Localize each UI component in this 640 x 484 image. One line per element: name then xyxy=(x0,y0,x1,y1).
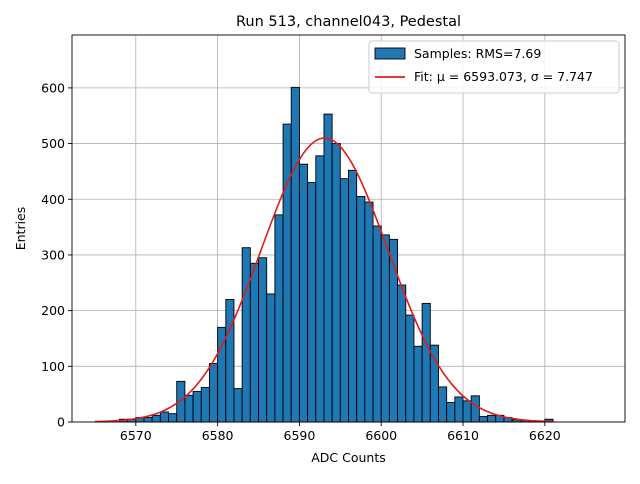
y-tick-label: 400 xyxy=(41,192,65,207)
histogram-bar xyxy=(184,394,194,423)
histogram-bar xyxy=(307,182,317,423)
x-tick-label: 6570 xyxy=(120,428,152,443)
x-tick-label: 6590 xyxy=(284,428,316,443)
fit-curve-layer xyxy=(94,137,554,423)
histogram-bar xyxy=(405,314,415,423)
x-axis-label: ADC Counts xyxy=(311,450,386,465)
histogram-bars xyxy=(118,86,554,423)
legend-swatch-samples xyxy=(374,47,406,60)
histogram-bar xyxy=(192,390,202,423)
histogram-bar xyxy=(331,143,341,423)
y-axis-ticks: 0 100 200 300 400 500 600 xyxy=(41,80,72,430)
histogram-bar xyxy=(241,247,251,423)
histogram-bar xyxy=(364,201,374,423)
histogram-bar xyxy=(225,299,235,423)
histogram-bar xyxy=(315,155,325,423)
histogram-bar xyxy=(258,257,268,423)
histogram-bar xyxy=(413,345,423,423)
x-tick-label: 6620 xyxy=(529,428,561,443)
histogram-bar xyxy=(249,262,259,423)
histogram-bar xyxy=(274,214,284,423)
histogram-bar xyxy=(266,293,276,423)
y-tick-label: 600 xyxy=(41,80,65,95)
histogram-bar xyxy=(462,400,472,423)
histogram-bar xyxy=(339,178,349,423)
histogram-bar xyxy=(478,415,489,423)
histogram-bar xyxy=(159,411,169,423)
x-axis-ticks: 6570 6580 6590 6600 6610 6620 xyxy=(120,422,561,443)
histogram-bar xyxy=(397,284,407,423)
chart-title: Run 513, channel043, Pedestal xyxy=(236,14,461,30)
legend-label-samples: Samples: RMS=7.69 xyxy=(414,46,541,61)
legend-box xyxy=(368,40,620,94)
histogram-bar xyxy=(282,123,292,423)
histogram-bar xyxy=(323,113,333,423)
y-tick-label: 0 xyxy=(57,415,65,430)
histogram-bar xyxy=(356,196,366,423)
histogram-bar xyxy=(348,169,358,423)
x-tick-label: 6600 xyxy=(365,428,397,443)
y-tick-label: 300 xyxy=(41,247,65,262)
histogram-bar xyxy=(233,388,243,423)
legend: Samples: RMS=7.69 Fit: μ = 6593.073, σ =… xyxy=(368,40,620,94)
histogram-bar xyxy=(470,395,480,423)
histogram-bar xyxy=(168,413,178,423)
histogram-bar xyxy=(298,163,309,423)
histogram-bar xyxy=(208,363,219,423)
histogram-bar xyxy=(454,396,464,423)
histogram-bar xyxy=(438,386,448,423)
histogram-bar xyxy=(372,225,382,423)
histogram-bar xyxy=(151,414,161,423)
y-tick-label: 100 xyxy=(41,359,65,374)
histogram-bar xyxy=(380,234,390,423)
fit-curve xyxy=(94,137,554,423)
histogram-bar xyxy=(487,414,497,423)
histogram-bar xyxy=(200,387,210,423)
x-tick-label: 6610 xyxy=(447,428,479,443)
histogram-bar xyxy=(290,86,300,423)
histogram-bar xyxy=(421,302,431,423)
y-tick-label: 200 xyxy=(41,303,65,318)
histogram-bar xyxy=(143,417,153,423)
y-tick-label: 500 xyxy=(41,136,65,151)
y-axis-label: Entries xyxy=(13,207,28,251)
x-tick-label: 6580 xyxy=(202,428,234,443)
histogram-bar xyxy=(429,344,439,423)
axes-frame xyxy=(71,34,626,423)
histogram-bar xyxy=(446,402,456,423)
legend-label-fit: Fit: μ = 6593.073, σ = 7.747 xyxy=(414,69,593,84)
